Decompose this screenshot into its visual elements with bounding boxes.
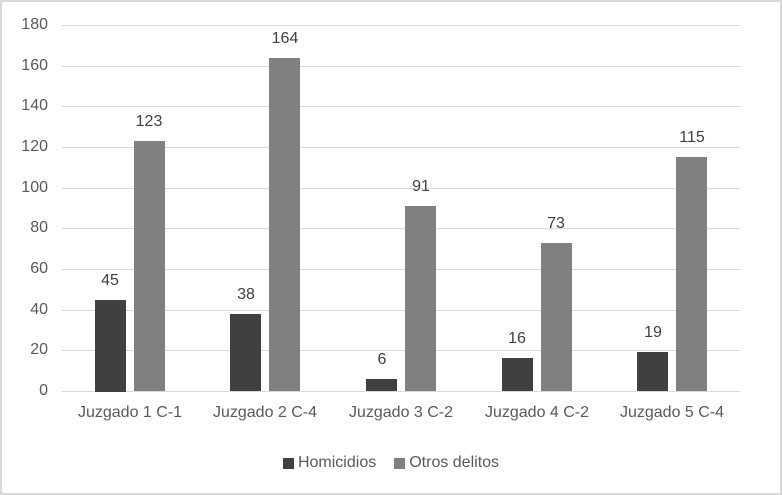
data-label: 115 (679, 129, 705, 146)
bar-otros (405, 206, 436, 391)
y-axis-tick-label: 100 (21, 179, 48, 196)
y-axis-tick-label: 140 (21, 97, 48, 114)
gridline (62, 188, 740, 189)
data-label: 45 (101, 272, 119, 289)
data-label: 6 (377, 351, 387, 368)
x-axis-category-label: Juzgado 5 C-4 (619, 404, 725, 421)
data-label: 16 (508, 330, 526, 347)
x-axis-category-label: Juzgado 1 C-1 (77, 404, 183, 421)
gridline (62, 25, 740, 26)
gridline (62, 106, 740, 107)
y-axis-tick-label: 120 (21, 138, 48, 155)
y-axis-tick-label: 80 (30, 219, 48, 236)
bar-otros (134, 141, 165, 391)
x-axis-category-label: Juzgado 3 C-2 (348, 404, 454, 421)
legend-item-otros: Otros delitos (394, 454, 499, 472)
data-label: 38 (237, 286, 255, 303)
x-axis-category-label: Juzgado 4 C-2 (484, 404, 590, 421)
bar-homicidios (502, 358, 533, 391)
gridline (62, 391, 740, 392)
data-label: 19 (644, 324, 662, 341)
bar-homicidios (230, 314, 261, 391)
y-axis-tick-label: 160 (21, 57, 48, 74)
bar-otros (541, 243, 572, 391)
bar-homicidios (366, 379, 397, 391)
legend-swatch-icon (282, 457, 294, 469)
data-label: 73 (547, 215, 565, 232)
y-axis-tick-label: 60 (30, 260, 48, 277)
legend-item-homicidios: Homicidios (282, 454, 377, 472)
gridline (62, 66, 740, 67)
data-label: 164 (271, 30, 299, 47)
legend-swatch-icon (394, 457, 406, 469)
data-label: 123 (135, 113, 163, 130)
y-axis-tick-label: 180 (21, 16, 48, 33)
gridline (62, 147, 740, 148)
bar-homicidios (637, 352, 668, 391)
y-axis-tick-label: 40 (30, 301, 48, 318)
legend-label: Homicidios (297, 454, 377, 471)
gridline (62, 228, 740, 229)
gridline (62, 269, 740, 270)
bar-otros (269, 58, 300, 391)
x-axis-category-label: Juzgado 2 C-4 (212, 404, 318, 421)
gridline (62, 350, 740, 351)
y-axis-tick-label: 20 (30, 341, 48, 358)
bar-otros (676, 157, 707, 391)
y-axis-tick-label: 0 (39, 382, 48, 399)
gridline (62, 310, 740, 311)
bar-homicidios (95, 300, 126, 392)
chart-legend: Homicidios Otros delitos (0, 454, 782, 472)
data-label: 91 (412, 178, 430, 195)
legend-label: Otros delitos (409, 454, 500, 471)
